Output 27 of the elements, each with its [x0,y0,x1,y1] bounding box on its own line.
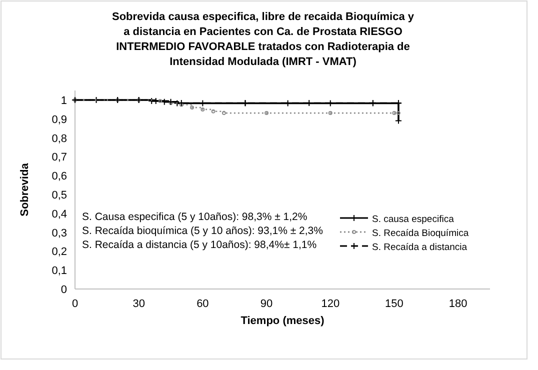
x-tick-label: 60 [196,298,209,310]
x-tick-label: 30 [132,298,145,310]
x-tick-label: 180 [448,298,468,310]
annotation: S. Causa especifica (5 y 10años): 98,3% ± 1,2% [82,211,308,223]
y-tick-label: 0,5 [52,190,67,202]
y-tick-label: 0,9 [52,114,67,126]
annotation: S. Recaída bioquímica (5 y 10 años): 93,1% ± 2,3% [82,225,323,237]
y-tick-label: 0,3 [52,227,67,240]
legend-label: S. causa especifica [372,214,455,225]
x-tick-label: 90 [260,298,273,310]
legend-label: S. Recaída a distancia [372,242,468,253]
x-tick-label: 150 [385,298,404,310]
y-tick-label: 0,2 [52,246,67,258]
x-tick-label: 0 [72,298,78,310]
legend-label: S. Recaída Bioquímica [372,228,470,239]
y-tick-label: 0 [60,284,67,296]
y-tick-label: 0,4 [52,208,67,220]
annotation: S. Recaída a distancia (5 y 10años): 98,4%± 1,1% [82,239,317,251]
y-tick-label: 0,1 [52,265,67,278]
chart-title: Sobrevida causa especifica, libre de recaida Bioquímica y a distancia en Pacientes con Ca. de Prostata RIESGO INTERMEDIO FAVORABLE tratados con Radioterapia de Intensidad Modulada (IMRT - VMAT) [112,11,415,68]
y-tick-label: 0,8 [52,132,67,145]
y-axis-title: Sobrevida [19,162,31,216]
y-tick-label: 1 [60,95,67,107]
x-tick-label: 120 [321,298,340,310]
y-tick-label: 0,6 [52,170,67,183]
x-axis-title: Tiempo (meses) [240,315,325,327]
y-tick-label: 0,7 [52,152,67,164]
